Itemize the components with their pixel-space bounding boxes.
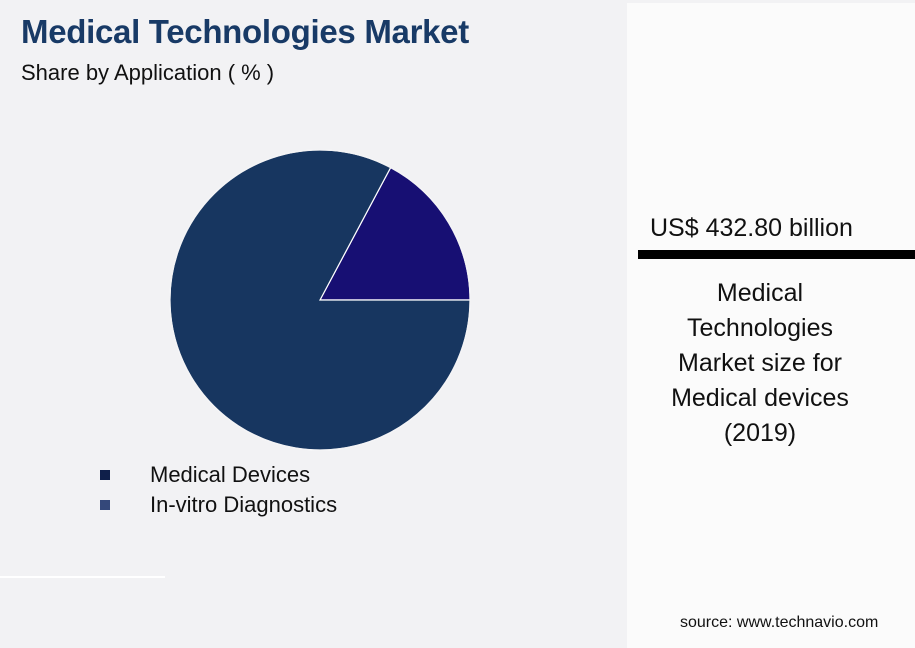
chart-title: Medical Technologies Market — [21, 13, 469, 50]
source-credit: source: www.technavio.com — [680, 614, 879, 631]
pie-outline — [169, 149, 471, 451]
kpi-value: US$ 432.80 billion — [650, 214, 853, 242]
legend-swatch-icon — [100, 470, 110, 480]
chart-subtitle: Share by Application ( % ) — [21, 60, 275, 85]
legend-item-in-vitro-diagnostics: In-vitro Diagnostics — [100, 490, 337, 520]
kpi-panel — [627, 3, 915, 648]
kpi-caption: Medical Technologies Market size for Med… — [638, 276, 882, 451]
legend-swatch-icon — [100, 500, 110, 510]
divider — [0, 576, 165, 578]
kpi-caption-line: Medical devices — [671, 384, 849, 412]
kpi-caption-line: (2019) — [723, 419, 797, 447]
kpi-caption-line: Medical — [716, 279, 804, 307]
kpi-caption-line: Market size for — [678, 349, 842, 377]
pie-chart — [169, 149, 471, 451]
legend-item-medical-devices: Medical Devices — [100, 460, 337, 490]
kpi-caption-line: Technologies — [687, 314, 833, 342]
legend-label: In-vitro Diagnostics — [150, 492, 338, 517]
chart-legend: Medical Devices In-vitro Diagnostics — [100, 460, 337, 520]
legend-label: Medical Devices — [150, 462, 311, 487]
kpi-divider-bar — [638, 250, 915, 259]
